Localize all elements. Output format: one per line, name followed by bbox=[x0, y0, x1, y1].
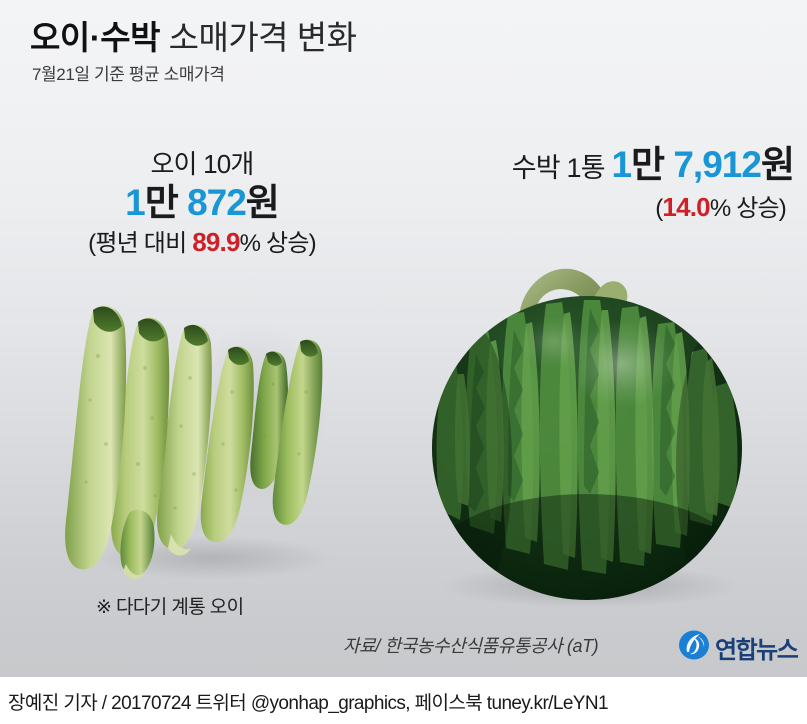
page-title-rest: 소매가격 변화 bbox=[159, 19, 357, 56]
yonhap-logo-text: 연합뉴스 bbox=[715, 637, 799, 664]
header: 오이·수박 소매가격 변화 7월21일 기준 평균 소매가격 bbox=[30, 18, 770, 86]
panel-cucumber: 오이 10개 1만 872원 (평년 대비 89.9% 상승) bbox=[22, 148, 382, 260]
cucumber-price-man: 만 bbox=[144, 182, 179, 223]
cucumbers-photo bbox=[60, 296, 350, 589]
page-title: 오이·수박 소매가격 변화 bbox=[30, 18, 770, 58]
watermelon-change-open: ( bbox=[655, 195, 663, 222]
watermelon-photo bbox=[404, 214, 770, 611]
watermelon-heading: 수박 1통 bbox=[511, 153, 612, 183]
footer-bar: 장예진 기자 / 20170724 트위터 @yonhap_graphics, … bbox=[0, 677, 807, 724]
cucumber-price-value: 872 bbox=[187, 182, 247, 223]
watermelon-price-prefix: 1 bbox=[611, 144, 632, 185]
watermelon-change-close: % 상승) bbox=[709, 195, 787, 222]
cucumber-price-prefix: 1 bbox=[125, 182, 146, 223]
cucumber-heading: 오이 10개 bbox=[150, 149, 254, 179]
footer-credit: 장예진 기자 / 20170724 트위터 @yonhap_graphics, … bbox=[8, 693, 609, 714]
cucumber-change-pct: 89.9 bbox=[192, 227, 240, 257]
watermelon-change: (14.0% 상승) bbox=[400, 191, 800, 225]
source-credit: 자료/ 한국농수산식품유통공사 (aT) bbox=[343, 636, 599, 656]
yonhap-logo-icon bbox=[678, 629, 710, 666]
watermelon-price-man: 만 bbox=[631, 144, 665, 185]
watermelon-price-value: 7,912 bbox=[673, 144, 762, 185]
cucumber-change-open: (평년 대비 bbox=[88, 230, 193, 257]
panel-watermelon: 수박 1통 1만 7,912원 (14.0% 상승) bbox=[400, 142, 800, 225]
cucumber-change: (평년 대비 89.9% 상승) bbox=[22, 226, 382, 260]
page-title-strong: 오이·수박 bbox=[30, 19, 160, 56]
cucumber-price: 1만 872원 bbox=[22, 180, 382, 226]
watermelon-change-pct: 14.0 bbox=[662, 192, 710, 222]
cucumber-footnote: ※ 다다기 계통 오이 bbox=[96, 597, 244, 618]
watermelon-price-won: 원 bbox=[760, 144, 795, 185]
yonhap-logo: 연합뉴스 bbox=[678, 629, 799, 666]
cucumber-change-close: % 상승) bbox=[239, 230, 317, 257]
watermelon-price-line: 수박 1통 1만 7,912원 bbox=[400, 142, 800, 191]
cucumber-price-won: 원 bbox=[245, 182, 280, 223]
page-subtitle: 7월21일 기준 평균 소매가격 bbox=[32, 65, 225, 84]
